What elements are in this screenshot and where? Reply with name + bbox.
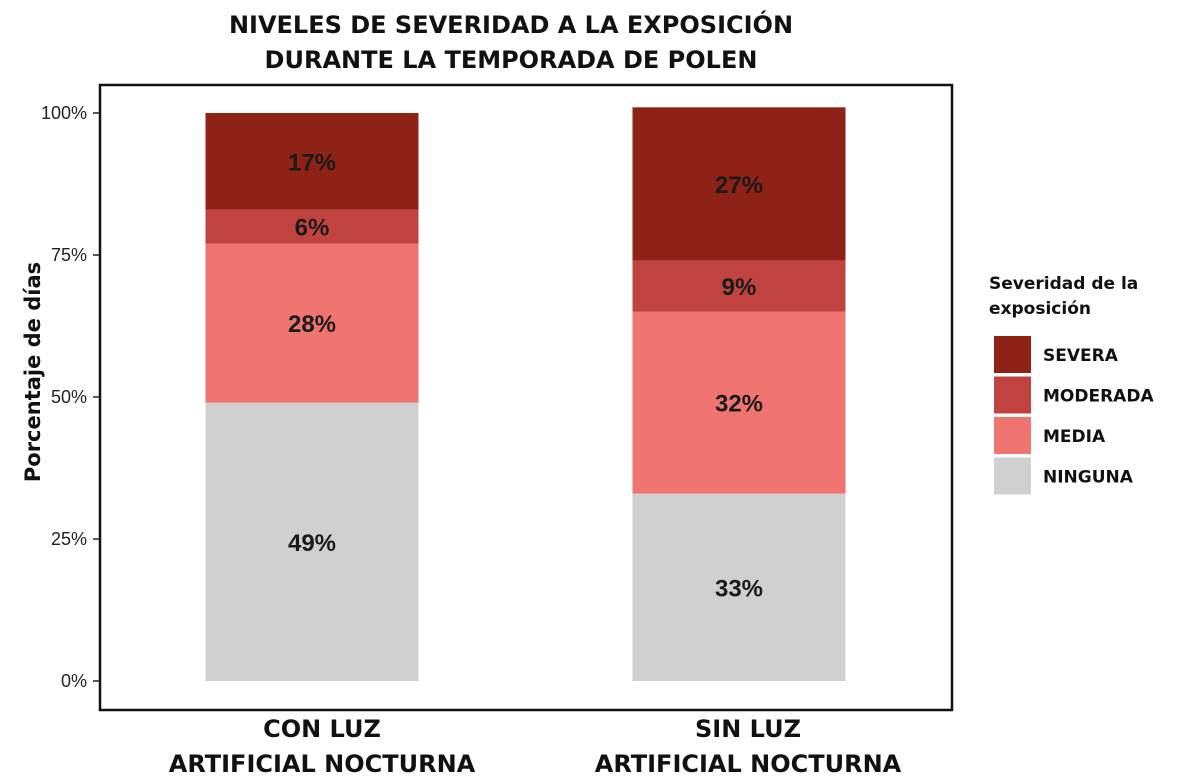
- bar-segment-ninguna: [632, 493, 846, 681]
- data-label: 27%: [715, 172, 763, 199]
- bar-segment-severa: [205, 113, 419, 210]
- y-tick-label: 25%: [51, 529, 87, 549]
- chart-title-line: NIVELES DE SEVERIDAD A LA EXPOSICIÓN: [229, 9, 793, 39]
- legend-label: MEDIA: [1043, 427, 1106, 447]
- bar-segment-ninguna: [205, 402, 419, 681]
- legend-swatch-severa: [994, 336, 1031, 373]
- bar-segment-media: [205, 243, 419, 403]
- x-axis-categories: CON LUZ ARTIFICIAL NOCTURNA SIN LUZ ARTIFIC…: [169, 715, 902, 778]
- bar-segment-moderada: [632, 260, 846, 312]
- bar-segment-moderada: [205, 209, 419, 244]
- x-category-label: SIN LUZ: [695, 715, 801, 743]
- y-tick-label: 50%: [51, 387, 87, 407]
- y-axis: 0% 25% 50% 75% 100%: [41, 103, 100, 691]
- y-tick-label: 0%: [61, 671, 87, 691]
- legend-swatch-ninguna: [994, 457, 1031, 495]
- chart-title-line: DURANTE LA TEMPORADA DE POLEN: [265, 46, 758, 74]
- data-label: 9%: [722, 274, 757, 301]
- legend: Severidad de la exposición SEVERA MODERADA M…: [989, 274, 1154, 495]
- data-label: 17%: [288, 149, 336, 176]
- y-tick-label: 100%: [41, 103, 87, 123]
- legend-label: NINGUNA: [1043, 468, 1134, 488]
- bar-segment-media: [632, 311, 846, 494]
- legend-title: exposición: [989, 299, 1091, 319]
- x-category-label: CON LUZ: [263, 715, 381, 743]
- data-label: 49%: [288, 530, 336, 557]
- bar-segment-severa: [632, 107, 846, 261]
- bars: 49% 28% 6% 17% 33% 32% 9% 27%: [205, 107, 846, 681]
- y-tick-label: 75%: [51, 245, 87, 265]
- legend-title: Severidad de la: [989, 274, 1138, 294]
- legend-swatch-media: [994, 417, 1031, 454]
- data-label: 32%: [715, 391, 763, 418]
- x-category-label: ARTIFICIAL NOCTURNA: [595, 750, 902, 778]
- data-label: 28%: [288, 311, 336, 338]
- data-label: 33%: [715, 575, 763, 602]
- legend-label: MODERADA: [1043, 387, 1154, 407]
- data-label: 6%: [295, 215, 330, 242]
- x-category-label: ARTIFICIAL NOCTURNA: [169, 750, 476, 778]
- y-axis-label: Porcentaje de días: [21, 262, 45, 482]
- legend-swatch-moderada: [994, 376, 1031, 414]
- legend-label: SEVERA: [1043, 346, 1119, 366]
- chart-title: NIVELES DE SEVERIDAD A LA EXPOSICIÓN DURA…: [229, 9, 793, 74]
